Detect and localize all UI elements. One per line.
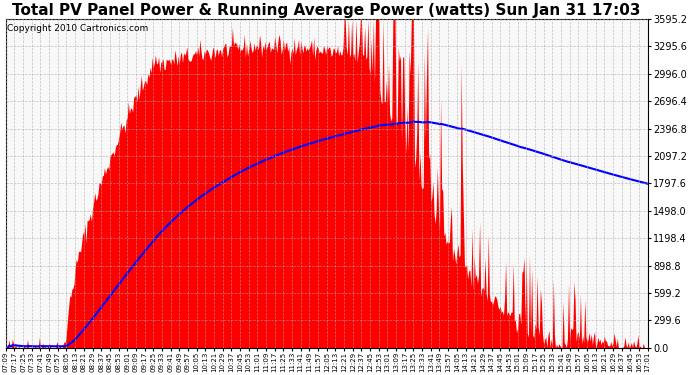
Title: Total PV Panel Power & Running Average Power (watts) Sun Jan 31 17:03: Total PV Panel Power & Running Average P… — [12, 3, 641, 18]
Text: Copyright 2010 Cartronics.com: Copyright 2010 Cartronics.com — [7, 24, 148, 33]
